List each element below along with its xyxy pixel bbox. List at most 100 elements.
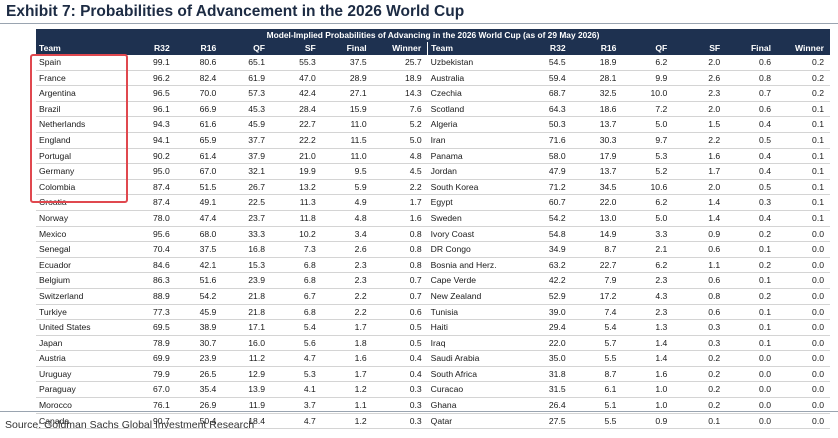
- probability-cell-right: 34.9: [548, 244, 566, 255]
- probability-cell-right: 6.2: [655, 197, 668, 208]
- probability-cell-left: 95.0: [153, 166, 170, 177]
- probability-cell-right: 7.9: [604, 275, 617, 286]
- team-name-left: France: [39, 72, 66, 83]
- probability-cell-right: 0.1: [812, 212, 824, 223]
- team-name-right: Australia: [430, 72, 465, 83]
- probability-cell-right: 5.1: [604, 400, 617, 411]
- probability-cell-right: 30.3: [599, 134, 617, 145]
- probability-cell-right: 0.5: [759, 181, 771, 192]
- probability-cell-left: 23.7: [248, 212, 265, 223]
- table-row: England 94.1 65.9 37.7 22.2 11.5 5.0 Iran 71.6 30…: [36, 132, 830, 149]
- probability-cell-right: 47.9: [548, 166, 566, 177]
- team-name-right: Iran: [430, 134, 446, 145]
- probability-cell-left: 0.6: [409, 306, 422, 317]
- probability-cell-right: 0.1: [812, 150, 824, 161]
- probability-cell-right: 17.2: [599, 290, 617, 301]
- column-header-sf-left: SF: [271, 42, 322, 55]
- probability-cell-left: 86.3: [153, 275, 170, 286]
- probability-cell-right: 0.0: [812, 415, 824, 426]
- probability-cell-right: 64.3: [548, 103, 566, 114]
- probability-cell-left: 26.7: [248, 181, 265, 192]
- probability-cell-left: 11.9: [248, 400, 265, 411]
- probability-cell-left: 0.4: [409, 353, 422, 364]
- probability-cell-left: 65.9: [199, 134, 217, 145]
- probability-cell-left: 19.9: [299, 166, 316, 177]
- probability-cell-left: 61.4: [199, 150, 217, 161]
- probability-cell-right: 1.4: [655, 337, 668, 348]
- probability-cell-left: 38.9: [199, 322, 217, 333]
- probability-cell-left: 12.9: [248, 368, 265, 379]
- probability-cell-left: 3.7: [303, 400, 316, 411]
- probability-cell-right: 17.9: [599, 150, 617, 161]
- exhibit-title: Exhibit 7: Probabilities of Advancement …: [6, 3, 465, 20]
- probability-cell-left: 61.6: [199, 119, 217, 130]
- probability-cell-right: 2.2: [708, 134, 721, 145]
- probability-cell-left: 96.2: [153, 72, 170, 83]
- probability-cell-right: 0.0: [812, 244, 824, 255]
- probability-cell-right: 34.5: [599, 181, 617, 192]
- probability-cell-left: 26.5: [199, 368, 217, 379]
- table-row: Mexico 95.6 68.0 33.3 10.2 3.4 0.8 Ivory Coast 5…: [36, 226, 830, 242]
- column-header-winner-right: Winner: [777, 42, 830, 55]
- probability-cell-right: 0.1: [759, 244, 771, 255]
- team-name-right: Haiti: [430, 322, 448, 333]
- team-name-right: Qatar: [430, 415, 453, 426]
- team-name-right: Algeria: [430, 119, 458, 130]
- probability-cell-right: 0.1: [759, 322, 771, 333]
- probability-cell-right: 7.2: [655, 103, 668, 114]
- table-row: United States 69.5 38.9 17.1 5.4 1.7 0.5 Haiti 2…: [36, 320, 830, 336]
- probability-cell-right: 27.5: [548, 415, 566, 426]
- probability-cell-left: 90.2: [153, 150, 170, 161]
- probability-cell-left: 88.9: [153, 290, 170, 301]
- probability-cell-right: 10.6: [650, 181, 668, 192]
- probability-cell-left: 61.9: [248, 72, 265, 83]
- probability-cell-right: 0.2: [708, 368, 721, 379]
- probability-cell-right: 0.2: [812, 88, 824, 99]
- team-name-right: Iraq: [430, 337, 446, 348]
- probability-cell-right: 1.4: [708, 212, 721, 223]
- probability-cell-left: 55.3: [299, 57, 316, 67]
- team-name-left: Ecuador: [39, 259, 72, 270]
- probability-cell-right: 63.2: [548, 259, 566, 270]
- probability-cell-right: 0.1: [759, 306, 771, 317]
- table-row: Canada 90.7 50.4 18.4 4.7 1.2 0.3 Qatar 27.5 5.5 0…: [36, 413, 830, 429]
- team-name-right: Bosnia and Herz.: [430, 259, 497, 270]
- team-name-left: Austria: [39, 353, 66, 364]
- probability-cell-right: 0.0: [759, 415, 771, 426]
- probability-cell-left: 15.9: [349, 103, 367, 114]
- team-name-right: Cape Verde: [430, 275, 477, 286]
- probability-cell-right: 0.2: [759, 290, 771, 301]
- team-name-right: Ivory Coast: [430, 228, 475, 239]
- team-name-left: Argentina: [39, 88, 76, 99]
- team-name-left: Japan: [39, 337, 63, 348]
- probability-cell-right: 2.3: [655, 306, 668, 317]
- probability-cell-left: 1.7: [354, 322, 367, 333]
- probability-cell-right: 0.1: [708, 415, 721, 426]
- team-name-right: Tunisia: [430, 306, 459, 317]
- probability-cell-left: 95.6: [153, 228, 170, 239]
- probability-cell-right: 0.6: [708, 275, 721, 286]
- probability-cell-right: 0.1: [812, 197, 824, 208]
- probability-cell-right: 0.2: [759, 259, 771, 270]
- probability-cell-right: 0.8: [759, 72, 771, 83]
- probability-cell-right: 14.9: [599, 228, 617, 239]
- column-header-sf-right: SF: [673, 42, 727, 55]
- probability-cell-right: 0.8: [708, 290, 721, 301]
- probability-cell-left: 21.0: [299, 150, 316, 161]
- table-row: Germany 95.0 67.0 32.1 19.9 9.5 4.5 Jordan 47.9 1…: [36, 164, 830, 180]
- probability-cell-left: 45.3: [248, 103, 265, 114]
- probability-cell-left: 0.3: [409, 384, 422, 395]
- probability-cell-right: 6.1: [604, 384, 617, 395]
- probability-cell-left: 54.2: [199, 290, 217, 301]
- probability-cell-right: 0.0: [759, 368, 771, 379]
- probability-cell-right: 9.9: [655, 72, 668, 83]
- probability-cell-right: 28.1: [599, 72, 617, 83]
- probability-cell-left: 25.7: [404, 57, 422, 67]
- table-row: Morocco 76.1 26.9 11.9 3.7 1.1 0.3 Ghana 26.4 5.1…: [36, 398, 830, 414]
- table-row: Japan 78.9 30.7 16.0 5.6 1.8 0.5 Iraq 22.0 5.7 1.4…: [36, 335, 830, 351]
- probability-cell-left: 45.9: [199, 306, 217, 317]
- probability-cell-left: 37.5: [349, 57, 367, 67]
- probability-cell-right: 2.0: [708, 57, 721, 67]
- probability-cell-right: 0.3: [708, 337, 721, 348]
- probability-cell-left: 1.6: [354, 353, 367, 364]
